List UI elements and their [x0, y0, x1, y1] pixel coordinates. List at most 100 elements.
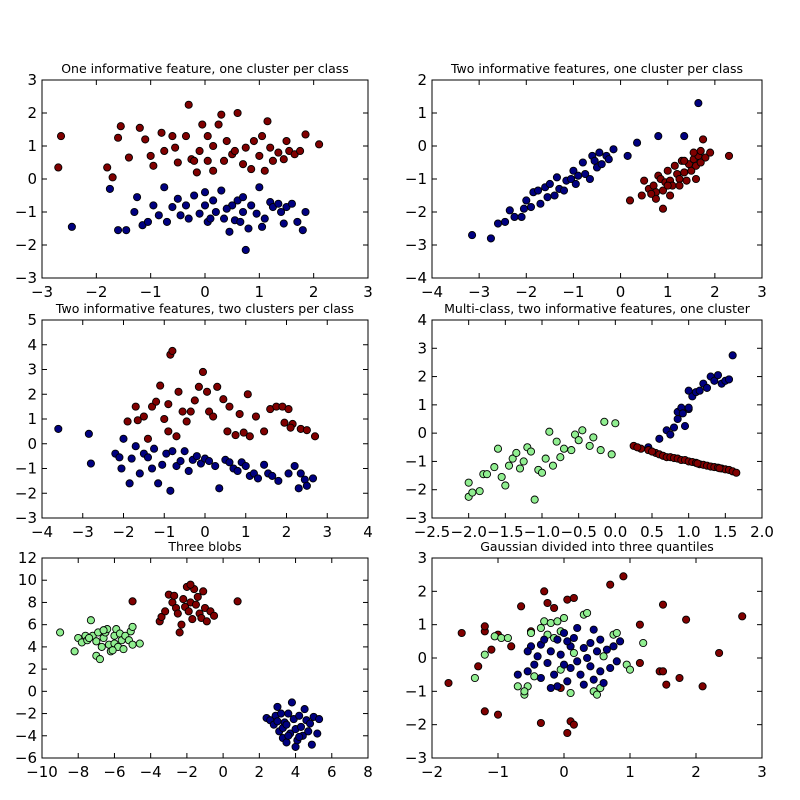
data-point: [260, 460, 269, 469]
data-point: [295, 711, 304, 720]
data-point: [682, 615, 691, 624]
data-point: [177, 620, 186, 629]
y-tick-label: −2: [405, 203, 427, 221]
data-point: [150, 444, 159, 453]
data-point: [699, 135, 708, 144]
axes-frame: [41, 557, 369, 759]
data-point: [687, 166, 696, 175]
data-point: [519, 457, 528, 466]
data-point: [190, 191, 199, 200]
axes-frame: [431, 557, 763, 759]
data-point: [160, 146, 169, 155]
scatter-panel-two-informative-features-two-clusters: Two informative features, two clusters p…: [15, 301, 373, 541]
x-tick-label: 0: [200, 283, 210, 301]
data-point: [710, 376, 719, 385]
data-point: [274, 199, 283, 208]
x-tick-label: −3: [31, 283, 53, 301]
chart-title: One informative feature, one cluster per…: [61, 61, 349, 76]
data-points: [464, 351, 741, 504]
data-point: [284, 731, 293, 740]
data-point: [706, 148, 715, 157]
x-tick-label: −2.5: [414, 523, 450, 541]
data-point: [552, 173, 561, 182]
data-point: [501, 217, 510, 226]
data-point: [513, 670, 522, 679]
y-tick-label: 3: [27, 71, 37, 89]
y-tick-label: 2: [417, 71, 427, 89]
y-tick-label: −6: [15, 749, 37, 767]
data-point: [517, 212, 526, 221]
data-point: [158, 460, 167, 469]
data-point: [487, 645, 496, 654]
data-point: [563, 728, 572, 738]
x-tick-label: −1: [153, 523, 175, 541]
data-point: [293, 217, 302, 226]
y-tick-label: −2: [405, 716, 427, 734]
data-point: [522, 196, 531, 205]
data-point: [209, 166, 218, 175]
data-point: [191, 600, 200, 609]
data-point: [523, 667, 532, 676]
data-point: [86, 459, 95, 468]
data-point: [164, 400, 173, 409]
data-point: [222, 204, 231, 213]
data-point: [286, 423, 295, 432]
data-point: [545, 179, 554, 188]
data-point: [512, 448, 521, 457]
data-point: [553, 617, 562, 626]
data-point: [190, 396, 199, 405]
data-point: [54, 424, 63, 433]
y-tick-label: −1: [405, 170, 427, 188]
data-point: [307, 740, 316, 749]
data-point: [486, 234, 495, 243]
data-point: [663, 181, 672, 190]
data-point: [124, 153, 133, 162]
data-point: [569, 648, 578, 658]
data-point: [176, 457, 185, 466]
data-point: [579, 643, 588, 653]
data-point: [202, 617, 211, 626]
data-point: [133, 416, 142, 425]
data-point: [170, 591, 179, 600]
x-tick-label: 0: [559, 763, 569, 781]
data-point: [99, 626, 108, 635]
data-point: [284, 469, 293, 478]
x-tick-label: −6: [103, 763, 125, 781]
y-tick-label: −1: [15, 203, 37, 221]
scatter-panel-multi-class: Multi-class, two informative features, o…: [405, 301, 774, 541]
data-point: [546, 683, 555, 693]
data-point: [143, 217, 152, 226]
data-point: [474, 662, 483, 671]
data-point: [559, 186, 569, 195]
data-point: [691, 174, 701, 184]
data-point: [545, 427, 554, 436]
data-point: [669, 423, 679, 432]
data-point: [135, 639, 144, 648]
data-point: [181, 201, 191, 210]
data-point: [301, 130, 310, 139]
x-tick-label: 2: [255, 763, 265, 781]
data-point: [609, 642, 618, 651]
data-point: [97, 642, 106, 651]
data-point: [607, 450, 616, 459]
data-point: [233, 597, 242, 606]
data-point: [658, 204, 668, 213]
data-point: [241, 245, 250, 254]
data-point: [290, 461, 299, 471]
data-point: [315, 715, 324, 724]
data-point: [464, 478, 473, 487]
y-tick-label: −3: [15, 269, 37, 287]
data-point: [599, 652, 608, 661]
data-point: [277, 207, 286, 217]
y-tick-label: 1: [417, 104, 427, 122]
data-point: [602, 645, 611, 654]
data-point: [541, 454, 550, 463]
data-point: [190, 156, 199, 165]
data-point: [171, 143, 180, 152]
chart-title: Two informative features, one cluster pe…: [450, 61, 743, 76]
x-tick-label: 4: [291, 763, 301, 781]
data-point: [563, 637, 572, 646]
scatter-panel-one-informative-feature: One informative feature, one cluster per…: [15, 61, 373, 301]
data-point: [655, 434, 664, 443]
